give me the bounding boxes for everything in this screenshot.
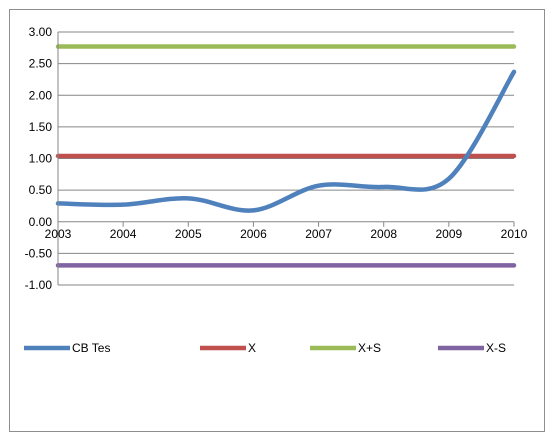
chart-frame xyxy=(9,9,545,432)
y-tick-label: 1.50 xyxy=(29,120,53,134)
series-layer xyxy=(55,44,517,268)
y-tick-label: 0.50 xyxy=(29,183,53,197)
x-tick-label: 2005 xyxy=(175,227,202,241)
x-tick-label: 2008 xyxy=(370,227,397,241)
grid-layer xyxy=(58,31,514,286)
x-tick-label: 2004 xyxy=(110,227,137,241)
legend-label-cb-tes: CB Tes xyxy=(72,341,110,355)
axis-layer: 3.00 2.50 2.00 1.50 1.00 0.50 0.00 -0.50 -1.00 20… xyxy=(25,25,528,292)
y-tick-label: 2.00 xyxy=(29,88,53,102)
y-tick-label: -1.00 xyxy=(25,278,53,292)
y-tick-label: 2.50 xyxy=(29,57,53,71)
x-tick-label: 2006 xyxy=(240,227,267,241)
legend-label-x: X xyxy=(248,341,256,355)
y-tick-label: 0.00 xyxy=(29,215,53,229)
legend: CB Tes X X+S X-S xyxy=(24,341,506,355)
x-tick-label: 2003 xyxy=(45,227,72,241)
y-tick-label: -0.50 xyxy=(25,246,53,260)
legend-label-x-s: X-S xyxy=(486,341,506,355)
legend-label-x-pluss: X+S xyxy=(358,341,381,355)
x-tick-label: 2007 xyxy=(305,227,332,241)
x-tick-label: 2009 xyxy=(436,227,463,241)
x-tick-label: 2010 xyxy=(501,227,528,241)
y-tick-label: 3.00 xyxy=(29,25,53,39)
y-tick-label: 1.00 xyxy=(29,152,53,166)
series-line-cb-tes xyxy=(55,69,517,213)
